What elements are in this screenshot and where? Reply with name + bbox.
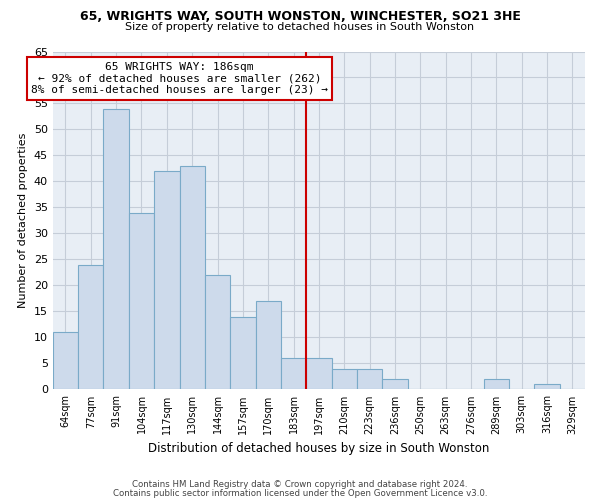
- Bar: [205, 275, 230, 390]
- Bar: [256, 301, 281, 390]
- Bar: [535, 384, 560, 390]
- Text: Size of property relative to detached houses in South Wonston: Size of property relative to detached ho…: [125, 22, 475, 32]
- Text: Contains public sector information licensed under the Open Government Licence v3: Contains public sector information licen…: [113, 488, 487, 498]
- Bar: [306, 358, 332, 390]
- Y-axis label: Number of detached properties: Number of detached properties: [18, 133, 28, 308]
- Bar: [78, 264, 103, 390]
- Text: Contains HM Land Registry data © Crown copyright and database right 2024.: Contains HM Land Registry data © Crown c…: [132, 480, 468, 489]
- Text: 65 WRIGHTS WAY: 186sqm
← 92% of detached houses are smaller (262)
8% of semi-det: 65 WRIGHTS WAY: 186sqm ← 92% of detached…: [31, 62, 328, 95]
- X-axis label: Distribution of detached houses by size in South Wonston: Distribution of detached houses by size …: [148, 442, 490, 455]
- Bar: [154, 171, 179, 390]
- Bar: [382, 379, 407, 390]
- Text: 65, WRIGHTS WAY, SOUTH WONSTON, WINCHESTER, SO21 3HE: 65, WRIGHTS WAY, SOUTH WONSTON, WINCHEST…: [80, 10, 520, 23]
- Bar: [230, 316, 256, 390]
- Bar: [103, 108, 129, 390]
- Bar: [484, 379, 509, 390]
- Bar: [129, 212, 154, 390]
- Bar: [179, 166, 205, 390]
- Bar: [357, 368, 382, 390]
- Bar: [281, 358, 306, 390]
- Bar: [332, 368, 357, 390]
- Bar: [53, 332, 78, 390]
